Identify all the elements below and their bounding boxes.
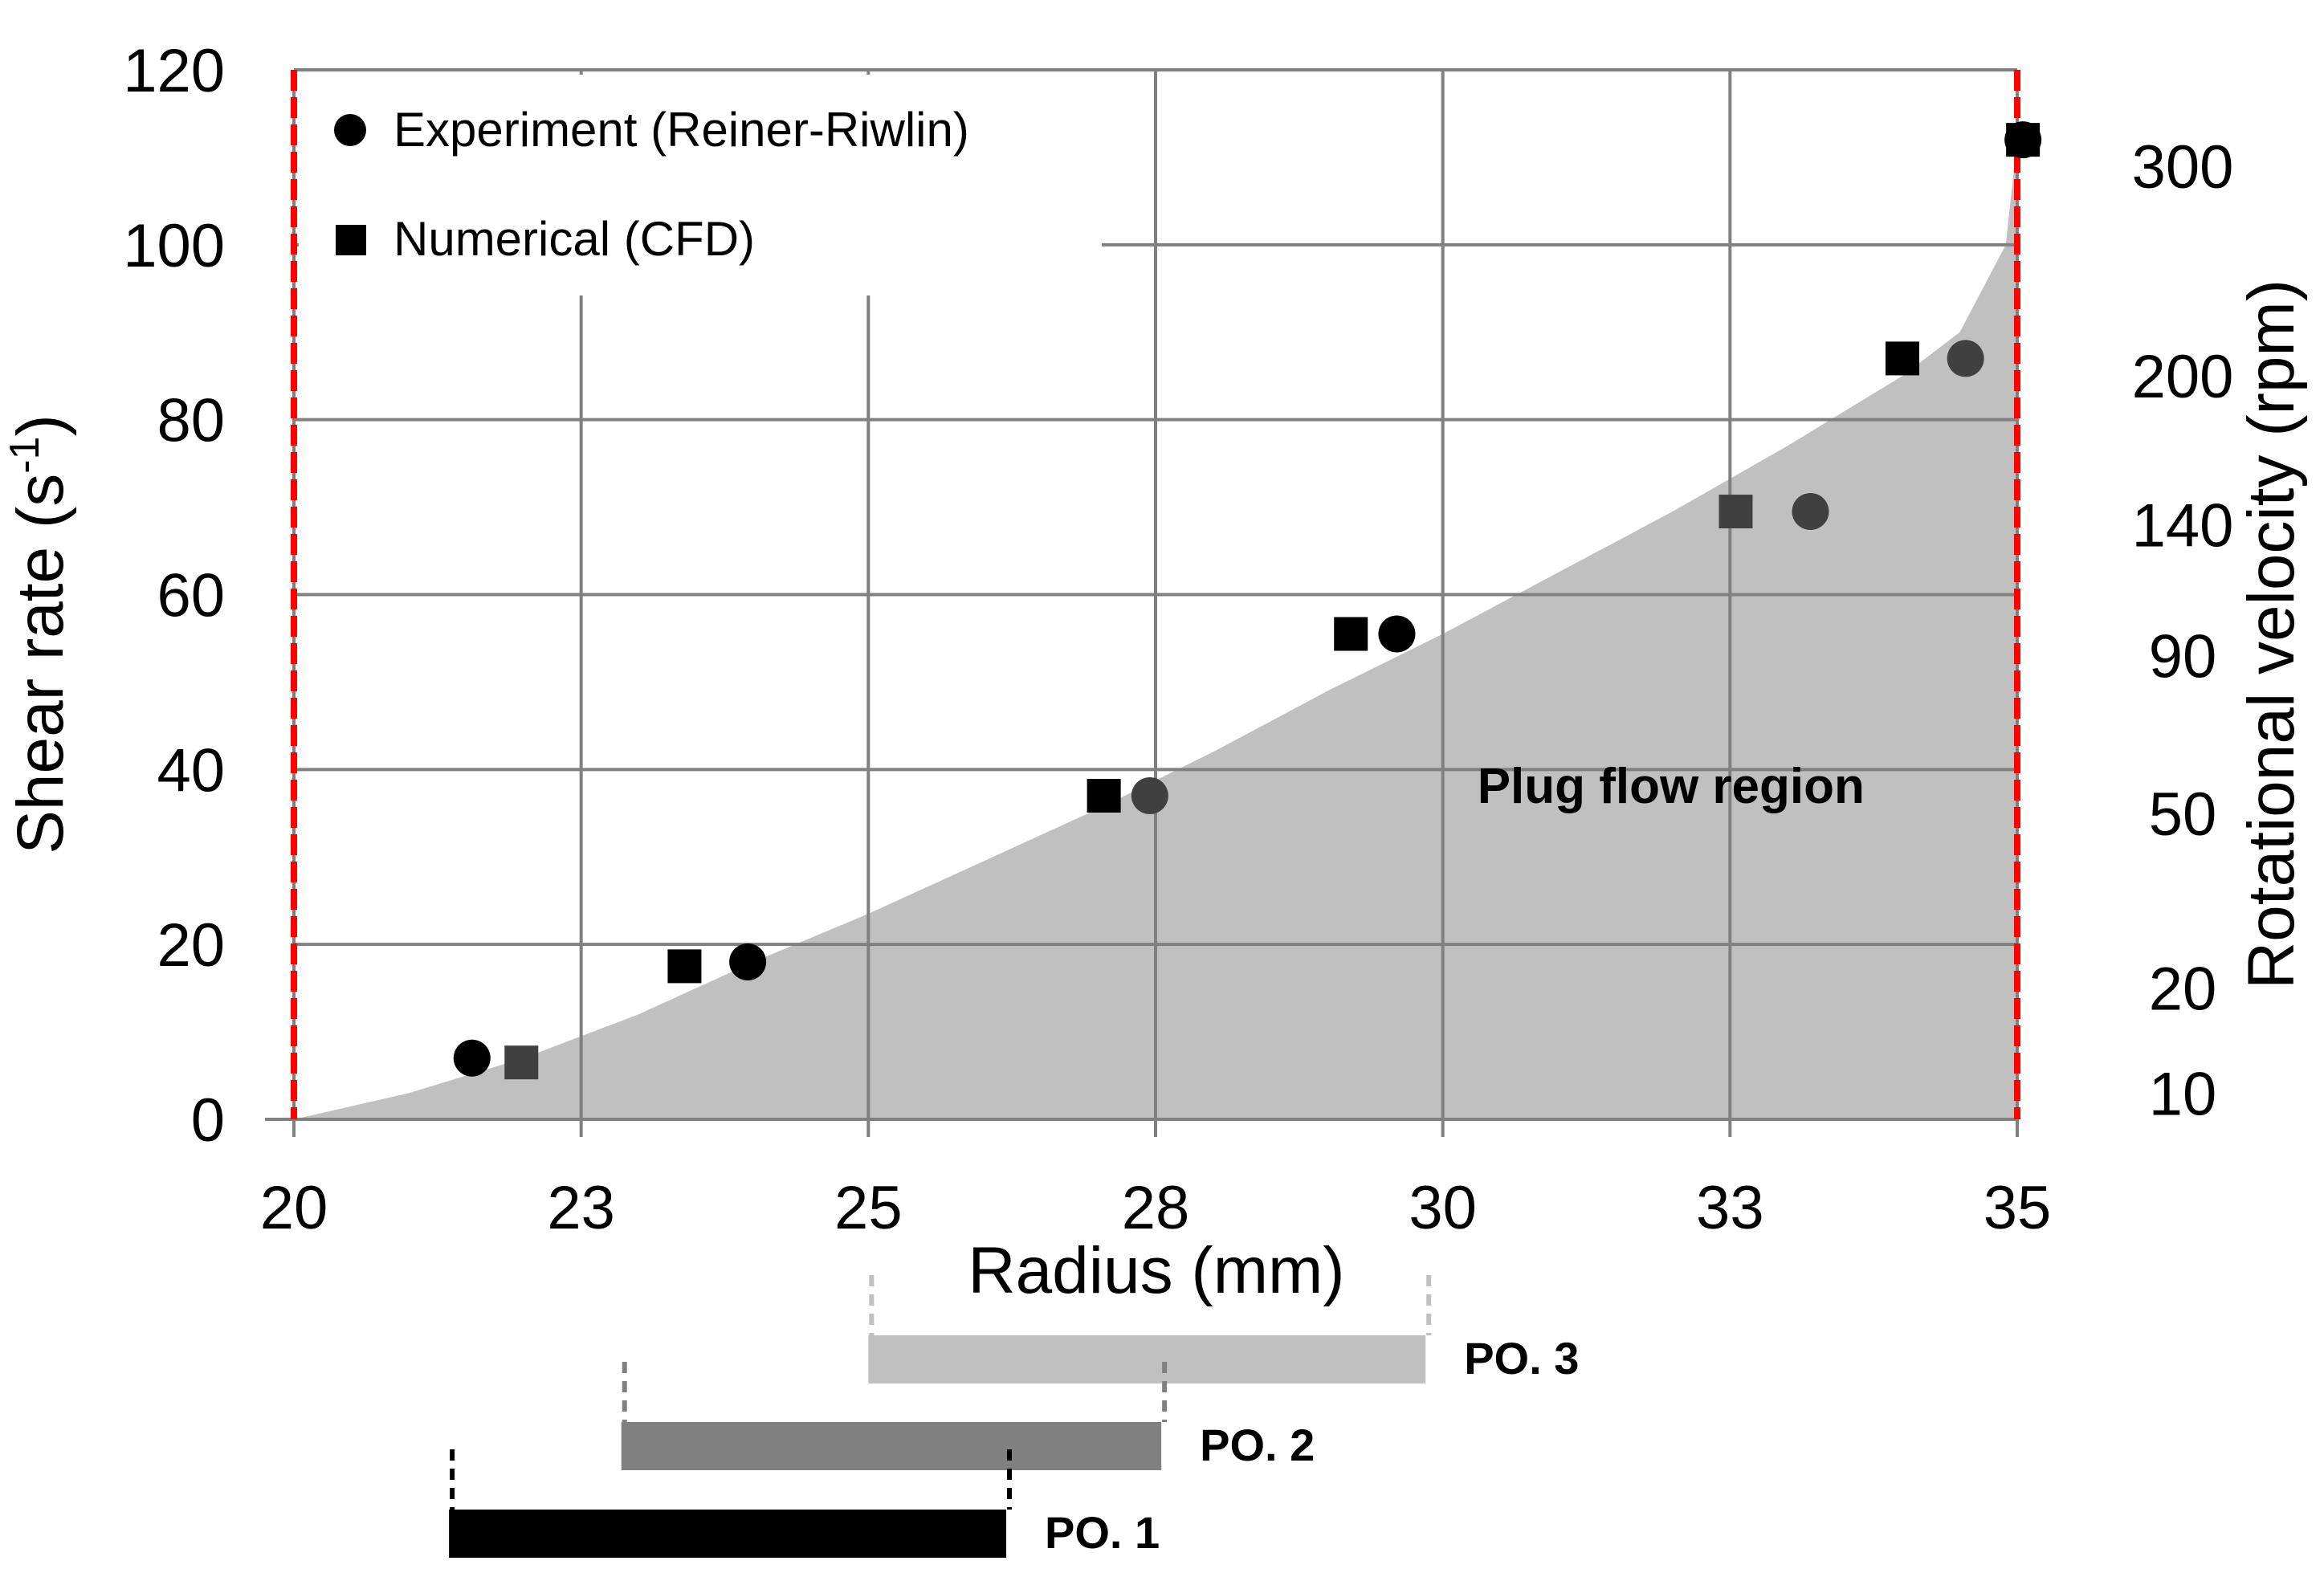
experiment-point xyxy=(729,943,767,980)
numerical-point xyxy=(1087,779,1121,813)
numerical-point xyxy=(504,1045,539,1080)
operating-range-bar xyxy=(449,1510,1007,1558)
x-tick-label: 33 xyxy=(1696,1174,1764,1242)
legend-numerical-label: Numerical (CFD) xyxy=(393,212,755,266)
y-axis-title-close: ) xyxy=(4,414,77,436)
numerical-point xyxy=(667,949,702,984)
numerical-point xyxy=(1885,341,1919,376)
operating-ranges: PO. 3 PO. 2 PO. 1 xyxy=(449,1275,1579,1558)
tick-labels: 0 20 40 60 80 100 120 20 23 25 28 30 33 35 10 20 50 90 140… xyxy=(123,37,2233,1242)
operating-range-bar xyxy=(621,1422,1162,1470)
boundary-lines xyxy=(291,70,2020,1119)
y-tick-label: 0 xyxy=(191,1086,225,1155)
legend-background xyxy=(299,75,1102,295)
operating-range-bar xyxy=(868,1335,1426,1383)
x-axis-title: Radius (mm) xyxy=(968,1234,1344,1307)
numerical-point xyxy=(2006,123,2041,157)
y-axis-title-main: Shear rate (s xyxy=(4,474,77,854)
legend-experiment-label: Experiment (Reiner-Riwlin) xyxy=(393,103,969,157)
numerical-point xyxy=(1719,495,1753,529)
y-tick-label: 100 xyxy=(123,212,225,280)
experiment-point xyxy=(1131,777,1168,815)
y-axis-title-superscript: -1 xyxy=(2,437,48,474)
plug-flow-area xyxy=(294,140,2017,1120)
legend-circle-marker xyxy=(334,114,366,146)
y-tick-label: 120 xyxy=(123,37,225,105)
operating-range-label: PO. 2 xyxy=(1200,1420,1315,1470)
numerical-point xyxy=(1334,617,1368,651)
y2-tick-label: 10 xyxy=(2149,1060,2217,1128)
operating-range-label: PO. 1 xyxy=(1045,1507,1160,1558)
y2-tick-label: 200 xyxy=(2132,343,2234,411)
y-tick-label: 40 xyxy=(157,736,225,805)
y-axis-title: Shear rate (s-1) xyxy=(2,414,77,854)
y2-tick-label: 50 xyxy=(2149,780,2217,849)
plug-flow-label: Plug flow region xyxy=(1478,759,1865,814)
y-tick-label: 60 xyxy=(157,562,225,630)
y2-tick-label: 20 xyxy=(2149,956,2217,1024)
experiment-point xyxy=(1378,615,1416,653)
x-tick-label: 35 xyxy=(1984,1174,2052,1242)
experiment-point xyxy=(453,1039,491,1077)
data-points xyxy=(453,121,2042,1080)
y2-tick-label: 140 xyxy=(2132,491,2234,560)
experiment-point xyxy=(1947,340,1984,377)
x-tick-label: 30 xyxy=(1409,1174,1477,1242)
plug-flow-region xyxy=(294,140,2017,1120)
legend-box-extension xyxy=(299,75,877,295)
y2-tick-label: 300 xyxy=(2132,133,2234,202)
x-tick-label: 28 xyxy=(1122,1174,1190,1242)
experiment-point xyxy=(1792,493,1829,531)
y2-tick-label: 90 xyxy=(2149,623,2217,691)
y-tick-label: 80 xyxy=(157,387,225,455)
x-tick-label: 25 xyxy=(834,1174,903,1242)
x-tick-label: 23 xyxy=(547,1174,615,1242)
y-tick-label: 20 xyxy=(157,911,225,980)
operating-range-label: PO. 3 xyxy=(1464,1333,1579,1383)
y2-axis-title: Rotational velocity (rpm) xyxy=(2235,279,2308,989)
x-tick-label: 20 xyxy=(260,1174,328,1242)
legend-square-marker xyxy=(336,225,366,255)
